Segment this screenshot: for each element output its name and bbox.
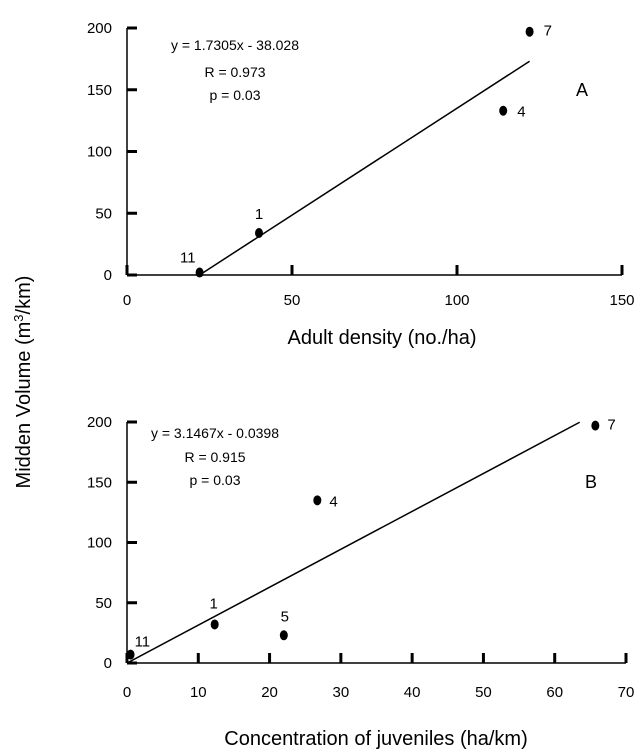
panel-a-data-point [255, 228, 263, 239]
panel-b-chart: B y = 3.1467x - 0.0398 R = 0.915 p = 0.0… [87, 414, 634, 750]
panel-b-x-tick-label: 0 [123, 684, 131, 701]
panel-a-point-label: 7 [544, 23, 552, 40]
panel-b-point-label: 11 [135, 634, 151, 651]
panel-b-p-value: p = 0.03 [190, 472, 241, 488]
panel-b-point-label: 5 [281, 608, 289, 625]
panel-b-r-value: R = 0.915 [184, 449, 245, 465]
panel-b-x-tick-label: 30 [333, 684, 350, 701]
panel-a-y-tick-label: 50 [95, 205, 112, 222]
panel-b-data-point [591, 420, 600, 431]
panel-a-data-point [195, 267, 204, 278]
panel-b-data-point [279, 630, 288, 641]
panel-b-y-tick-label: 200 [87, 414, 112, 431]
panel-b-x-tick-label: 10 [190, 684, 207, 701]
shared-y-axis-title: Midden Volume (m3/km) [11, 276, 35, 489]
panel-a-data-point [525, 26, 534, 37]
panel-b-data-point [126, 649, 135, 660]
panel-a-y-tick-label: 0 [104, 267, 112, 284]
panel-a-letter: A [576, 80, 588, 100]
panel-b-y-tick-label: 100 [87, 535, 112, 552]
panel-a-data-point [499, 105, 508, 116]
panel-a-p-value: p = 0.03 [210, 87, 261, 103]
panel-b-x-tick-label: 70 [618, 684, 635, 701]
panel-a-y-tick-label: 150 [87, 82, 112, 99]
panel-a-point-label: 4 [517, 104, 525, 121]
panel-a-x-tick-label: 100 [444, 292, 469, 309]
panel-a-x-axis-title: Adult density (no./ha) [288, 327, 477, 349]
panel-b-y-tick-label: 50 [95, 595, 112, 612]
panel-b-point-label: 4 [329, 493, 337, 510]
panel-a-equation: y = 1.7305x - 38.028 [171, 37, 299, 53]
panel-b-point-label: 7 [607, 417, 615, 434]
panel-a-point-label: 11 [180, 250, 196, 267]
panel-a-point-label: 1 [255, 206, 263, 223]
panel-a-regression-line [199, 60, 531, 276]
panel-a-y-tick-label: 200 [87, 20, 112, 37]
panel-b-x-tick-label: 50 [475, 684, 492, 701]
panel-b-point-label: 1 [210, 595, 218, 612]
panel-b-data-point [313, 495, 322, 506]
panel-a-x-tick-label: 50 [284, 292, 301, 309]
panel-b-x-tick-label: 40 [404, 684, 421, 701]
panel-b-x-tick-label: 20 [261, 684, 278, 701]
panel-b-data-point [210, 619, 219, 630]
panel-b-y-tick-label: 150 [87, 474, 112, 491]
panel-b-equation: y = 3.1467x - 0.0398 [151, 425, 279, 441]
panel-b-letter: B [585, 472, 597, 492]
panel-a-y-tick-label: 100 [87, 144, 112, 161]
panel-b-regression-line [126, 421, 581, 664]
panel-b-x-tick-label: 60 [546, 684, 563, 701]
panel-b-x-axis-title: Concentration of juveniles (ha/km) [224, 728, 527, 750]
panel-a-x-tick-label: 0 [123, 292, 131, 309]
panel-a-chart: A y = 1.7305x - 38.028 R = 0.973 p = 0.0… [87, 20, 635, 349]
panel-b-y-tick-label: 0 [104, 655, 112, 672]
panel-a-x-tick-label: 150 [609, 292, 634, 309]
panel-a-r-value: R = 0.973 [204, 64, 265, 80]
